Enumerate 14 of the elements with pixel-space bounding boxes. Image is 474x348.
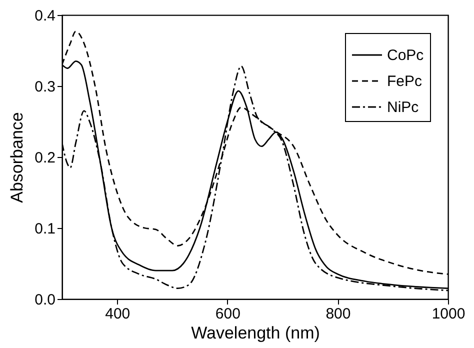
y-tick-label: 0.2 (34, 150, 56, 166)
legend-label: FePc (387, 73, 423, 90)
y-tick-label: 0.1 (34, 220, 56, 238)
x-tick-label: 1000 (432, 306, 466, 322)
y-axis-title: Absorbance (8, 112, 27, 203)
legend-label: CoPc (387, 47, 424, 64)
y-tick-label: 0.3 (34, 78, 56, 96)
legend-label: NiPc (387, 99, 420, 116)
x-axis-title: Wavelength (nm) (191, 324, 320, 342)
x-tick-label: 800 (326, 306, 351, 322)
y-tick-label: 0.0 (34, 292, 56, 308)
x-tick-label: 600 (215, 306, 240, 322)
y-tick-label: 0.4 (34, 8, 56, 24)
x-tick-label: 400 (105, 306, 130, 322)
